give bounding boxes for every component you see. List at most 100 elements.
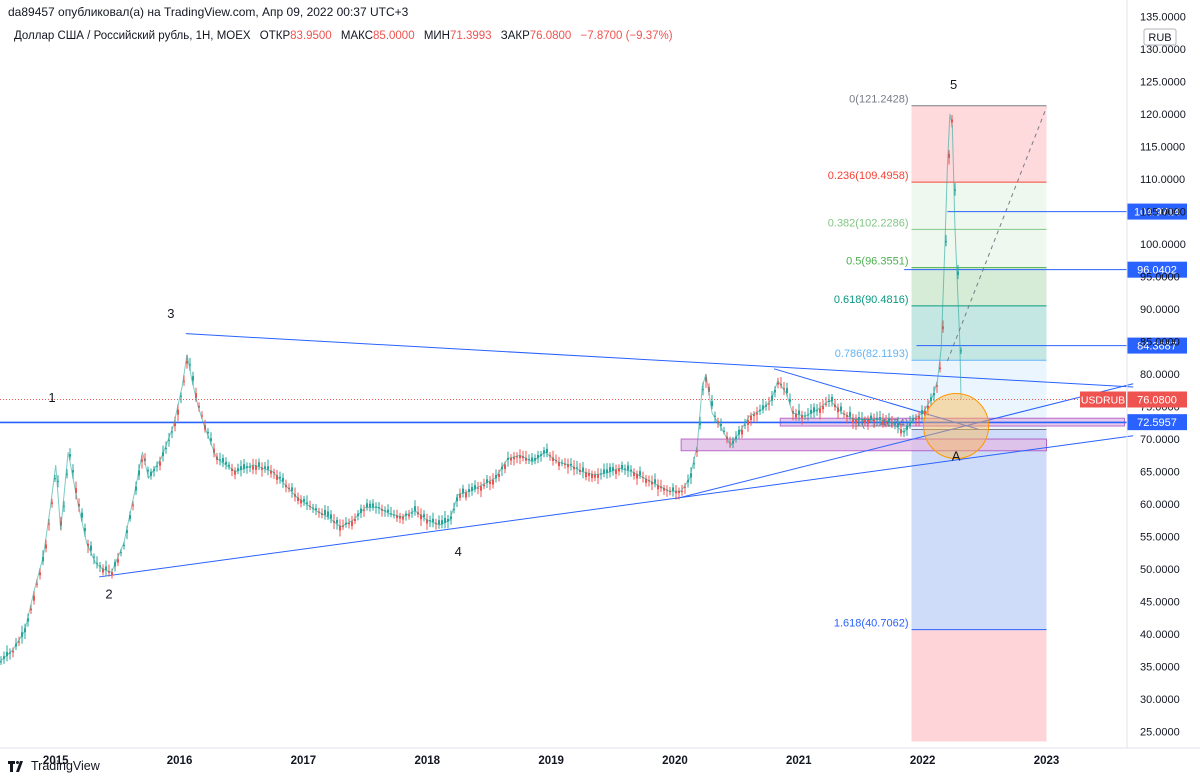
candle-body bbox=[675, 491, 677, 494]
trendline bbox=[185, 333, 1134, 388]
candle-body bbox=[924, 410, 926, 416]
candle-body bbox=[693, 463, 695, 465]
price-line bbox=[0, 113, 962, 662]
candle-body bbox=[402, 516, 404, 520]
fib-level-label: 0.236(109.4958) bbox=[828, 170, 909, 182]
y-tick-label: 55.0000 bbox=[1140, 532, 1180, 544]
candle-body bbox=[174, 423, 176, 427]
candle-body bbox=[255, 465, 257, 470]
candle-body bbox=[933, 392, 935, 396]
candle-body bbox=[360, 508, 362, 513]
x-tick-label: 2015 bbox=[43, 755, 69, 767]
candle-body bbox=[96, 562, 98, 564]
candle-body bbox=[774, 389, 776, 393]
candle-body bbox=[75, 488, 77, 493]
candle-body bbox=[816, 410, 818, 412]
candle-body bbox=[372, 503, 374, 508]
x-tick-label: 2019 bbox=[538, 755, 564, 767]
candle-body bbox=[219, 459, 221, 461]
projection-line bbox=[946, 107, 1047, 362]
candle-body bbox=[93, 556, 95, 558]
candle-body bbox=[303, 499, 305, 502]
candle-body bbox=[252, 465, 254, 470]
candle-body bbox=[525, 457, 527, 461]
candle-body bbox=[597, 474, 599, 478]
candle-body bbox=[30, 608, 32, 611]
y-tick-label: 125.0000 bbox=[1140, 76, 1186, 88]
candle-body bbox=[678, 491, 680, 493]
candle-body bbox=[387, 509, 389, 513]
symbol-legend: Доллар США / Российский рубль, 1H, MOEX … bbox=[14, 30, 673, 42]
candle-body bbox=[147, 469, 149, 472]
candle-body bbox=[423, 514, 425, 517]
wave-label: 5 bbox=[950, 77, 957, 92]
fib-level-label: 0.786(82.1193) bbox=[835, 348, 909, 360]
candle-body bbox=[585, 472, 587, 478]
candle-body bbox=[591, 473, 593, 479]
candle-body bbox=[48, 523, 50, 525]
candle-body bbox=[57, 480, 59, 482]
brand-name: TradingView bbox=[31, 759, 100, 773]
candle-body bbox=[282, 477, 284, 482]
candle-body bbox=[183, 380, 185, 382]
y-tick-label: 40.0000 bbox=[1140, 629, 1180, 641]
candle-body bbox=[354, 519, 356, 522]
candle-body bbox=[696, 451, 698, 453]
y-tick-label: 65.0000 bbox=[1140, 467, 1180, 479]
candle-body bbox=[690, 473, 692, 478]
candle-body bbox=[33, 595, 35, 601]
candle-body bbox=[486, 479, 488, 483]
candle-body bbox=[789, 399, 791, 402]
tradingview-brand[interactable]: TradingView bbox=[8, 759, 100, 773]
candle-body bbox=[414, 506, 416, 512]
candle-body bbox=[447, 519, 449, 522]
candle-body bbox=[480, 486, 482, 491]
candle-body bbox=[459, 494, 461, 498]
candle-body bbox=[864, 419, 866, 424]
candle-body bbox=[336, 519, 338, 524]
candle-body bbox=[363, 509, 365, 511]
candle-body bbox=[570, 463, 572, 466]
candle-body bbox=[297, 497, 299, 501]
candle-body bbox=[954, 189, 956, 191]
candle-body bbox=[54, 478, 56, 480]
candle-body bbox=[63, 505, 65, 507]
candle-body bbox=[222, 458, 224, 463]
candle-body bbox=[657, 484, 659, 490]
candle-body bbox=[531, 457, 533, 462]
candle-body bbox=[879, 417, 881, 420]
candle-body bbox=[960, 350, 962, 352]
trendline bbox=[99, 435, 1134, 578]
candle-body bbox=[822, 406, 824, 410]
candle-body bbox=[123, 544, 125, 546]
candle-body bbox=[396, 515, 398, 519]
candle-body bbox=[939, 367, 941, 370]
candle-body bbox=[327, 511, 329, 517]
candle-body bbox=[681, 491, 683, 493]
candle-body bbox=[441, 520, 443, 525]
y-tick-label: 70.0000 bbox=[1140, 434, 1180, 446]
candle-body bbox=[702, 389, 704, 391]
candle-body bbox=[453, 508, 455, 511]
candle-body bbox=[306, 502, 308, 504]
candle-body bbox=[777, 382, 779, 385]
candle-body bbox=[594, 474, 596, 478]
ohlc-low-label: МИН bbox=[423, 30, 450, 42]
candle-body bbox=[894, 423, 896, 425]
candle-body bbox=[576, 467, 578, 469]
y-tick-label: 35.0000 bbox=[1140, 662, 1180, 674]
candle-body bbox=[465, 492, 467, 498]
wave-label: 2 bbox=[105, 586, 112, 601]
candle-body bbox=[915, 418, 917, 420]
candle-body bbox=[768, 403, 770, 405]
candle-body bbox=[552, 457, 554, 462]
candle-body bbox=[885, 421, 887, 424]
candle-body bbox=[951, 119, 953, 123]
candle-body bbox=[192, 376, 194, 381]
wave-label: 3 bbox=[167, 306, 174, 321]
price-level-badge bbox=[1127, 203, 1187, 220]
candle-body bbox=[897, 422, 899, 427]
candle-body bbox=[837, 407, 839, 413]
candle-body bbox=[888, 418, 890, 422]
